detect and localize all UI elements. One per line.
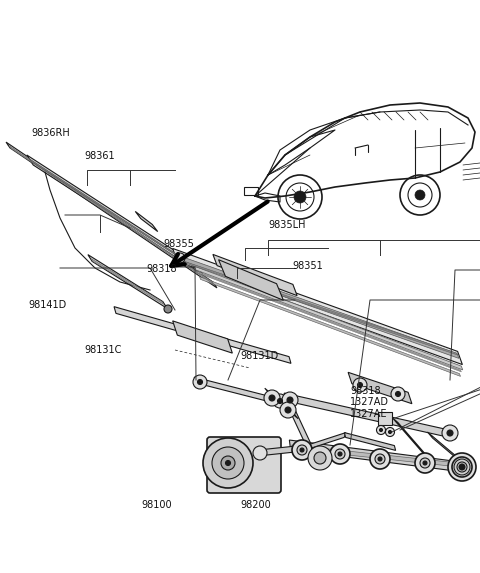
Circle shape xyxy=(452,457,472,477)
Circle shape xyxy=(447,430,453,436)
Circle shape xyxy=(335,449,345,459)
Text: 98131D: 98131D xyxy=(240,351,278,362)
Polygon shape xyxy=(173,321,232,353)
Circle shape xyxy=(280,402,296,418)
Polygon shape xyxy=(378,412,392,425)
Polygon shape xyxy=(178,259,457,355)
Text: 98361: 98361 xyxy=(84,151,115,161)
Circle shape xyxy=(292,440,312,460)
Circle shape xyxy=(212,447,244,479)
Text: 98141D: 98141D xyxy=(29,300,67,310)
Polygon shape xyxy=(173,249,462,364)
Circle shape xyxy=(175,253,185,263)
Polygon shape xyxy=(6,142,217,288)
Polygon shape xyxy=(200,277,460,376)
Polygon shape xyxy=(88,254,167,308)
Circle shape xyxy=(294,191,306,203)
Polygon shape xyxy=(194,377,286,406)
Circle shape xyxy=(380,429,383,431)
Polygon shape xyxy=(194,266,463,370)
Polygon shape xyxy=(265,388,298,419)
Circle shape xyxy=(378,457,382,461)
Circle shape xyxy=(353,378,367,392)
Text: 98200: 98200 xyxy=(240,500,271,511)
Circle shape xyxy=(273,394,287,408)
Text: 98355: 98355 xyxy=(163,239,194,249)
Text: 98318: 98318 xyxy=(350,386,381,396)
Circle shape xyxy=(420,458,430,468)
Circle shape xyxy=(385,427,395,437)
Circle shape xyxy=(338,452,342,456)
Text: 98131C: 98131C xyxy=(84,344,121,355)
Circle shape xyxy=(277,398,283,403)
Polygon shape xyxy=(392,417,431,461)
Polygon shape xyxy=(213,254,297,296)
Polygon shape xyxy=(292,445,468,468)
Circle shape xyxy=(164,305,172,313)
Circle shape xyxy=(415,190,425,200)
Polygon shape xyxy=(135,211,158,231)
Circle shape xyxy=(285,407,291,413)
Polygon shape xyxy=(197,271,461,372)
Circle shape xyxy=(454,459,470,475)
Circle shape xyxy=(282,392,298,408)
Text: 98318: 98318 xyxy=(146,264,177,274)
Circle shape xyxy=(264,390,280,406)
Circle shape xyxy=(376,426,385,434)
Polygon shape xyxy=(218,260,284,300)
Polygon shape xyxy=(348,372,412,404)
Circle shape xyxy=(448,453,476,481)
Text: 98351: 98351 xyxy=(293,261,324,272)
Text: 98100: 98100 xyxy=(142,500,172,511)
Polygon shape xyxy=(91,259,164,304)
Polygon shape xyxy=(9,146,214,284)
Circle shape xyxy=(193,375,207,389)
Text: 1327AE: 1327AE xyxy=(350,409,388,419)
Text: 1327AD: 1327AD xyxy=(350,397,389,407)
Polygon shape xyxy=(27,155,203,275)
Polygon shape xyxy=(427,432,465,465)
Circle shape xyxy=(375,454,385,464)
Polygon shape xyxy=(344,433,396,450)
Polygon shape xyxy=(114,307,291,363)
Circle shape xyxy=(308,446,332,470)
Circle shape xyxy=(370,449,390,469)
Text: 9835LH: 9835LH xyxy=(269,219,306,230)
Circle shape xyxy=(297,445,307,455)
Circle shape xyxy=(269,395,275,401)
Circle shape xyxy=(460,465,464,469)
Polygon shape xyxy=(304,433,346,450)
Circle shape xyxy=(415,453,435,473)
Polygon shape xyxy=(176,254,459,358)
Circle shape xyxy=(396,391,400,397)
Circle shape xyxy=(388,430,392,434)
Circle shape xyxy=(423,461,427,465)
Circle shape xyxy=(459,464,465,470)
Circle shape xyxy=(442,425,458,441)
Circle shape xyxy=(226,461,230,465)
FancyBboxPatch shape xyxy=(207,437,281,493)
Circle shape xyxy=(203,438,253,488)
Polygon shape xyxy=(258,445,305,456)
Circle shape xyxy=(197,379,203,384)
Polygon shape xyxy=(284,393,456,439)
Circle shape xyxy=(253,446,267,460)
Polygon shape xyxy=(287,403,313,450)
Polygon shape xyxy=(29,159,201,271)
Circle shape xyxy=(358,383,362,387)
Circle shape xyxy=(221,456,235,470)
Circle shape xyxy=(300,448,304,452)
Text: 9836RH: 9836RH xyxy=(31,128,70,138)
Circle shape xyxy=(457,462,467,472)
Circle shape xyxy=(287,397,293,403)
Polygon shape xyxy=(289,440,470,473)
Circle shape xyxy=(330,444,350,464)
Circle shape xyxy=(314,452,326,464)
Circle shape xyxy=(391,387,405,401)
